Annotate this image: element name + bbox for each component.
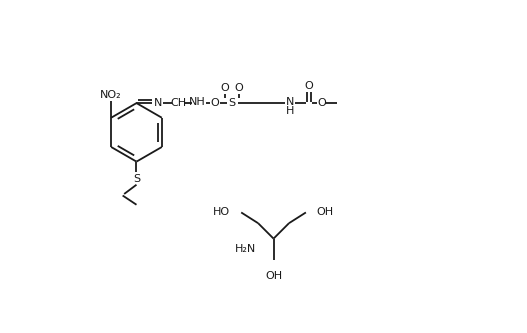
Text: S: S bbox=[133, 173, 140, 183]
Text: NH: NH bbox=[189, 97, 206, 107]
Text: S: S bbox=[228, 98, 236, 108]
Text: O: O bbox=[317, 98, 326, 108]
Text: H: H bbox=[286, 106, 295, 116]
Text: OH: OH bbox=[265, 271, 282, 281]
Text: O: O bbox=[305, 81, 314, 91]
Text: N: N bbox=[286, 97, 295, 107]
Text: O: O bbox=[221, 83, 229, 93]
Text: HO: HO bbox=[213, 207, 230, 217]
Text: N: N bbox=[154, 98, 162, 108]
Text: O: O bbox=[235, 83, 243, 93]
Text: OH: OH bbox=[317, 207, 334, 217]
Text: O: O bbox=[211, 98, 219, 108]
Text: CH: CH bbox=[170, 98, 186, 108]
Text: NO₂: NO₂ bbox=[100, 90, 122, 100]
Text: H₂N: H₂N bbox=[236, 244, 257, 254]
